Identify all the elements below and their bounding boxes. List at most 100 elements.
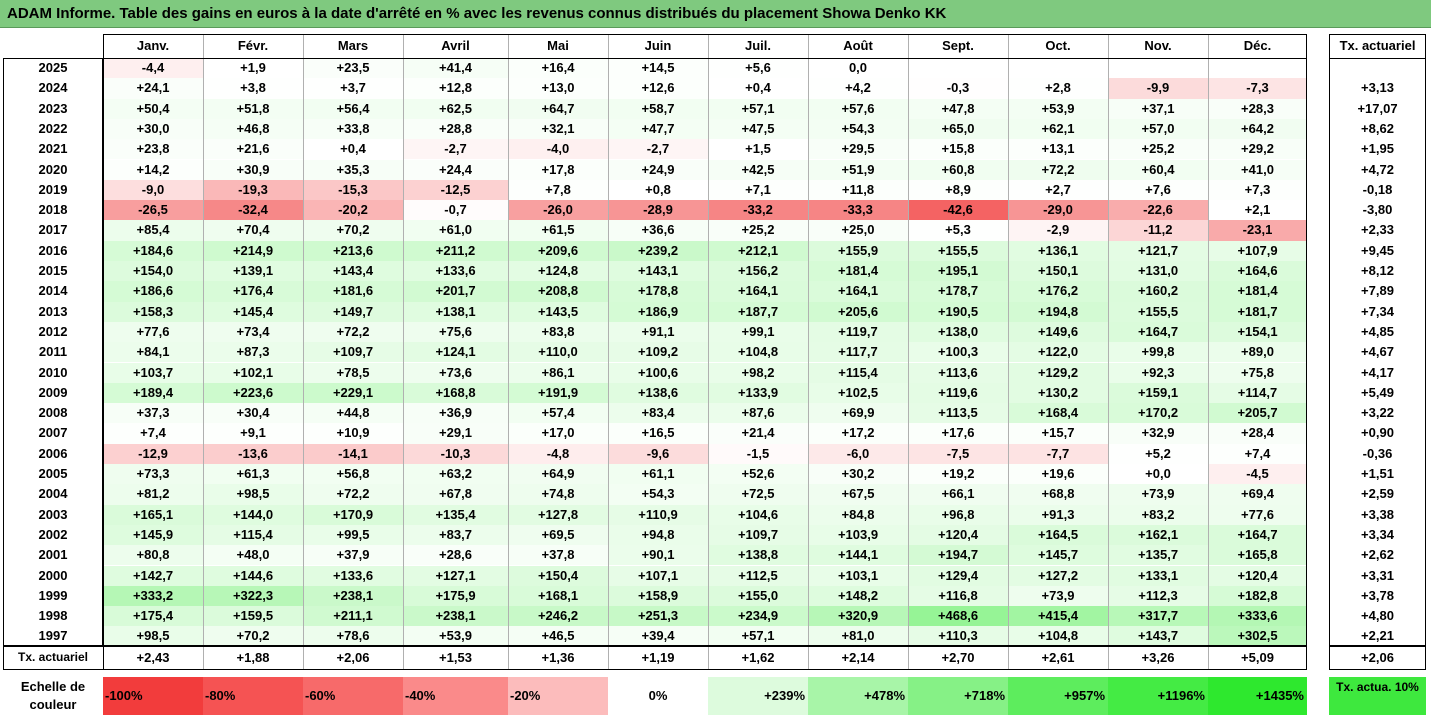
gain-cell: +143,5 [508,301,608,322]
gain-cell: +13,1 [1008,139,1108,160]
rate-cell: +5,49 [1361,384,1394,400]
gain-cell: +211,2 [403,240,508,261]
gain-cell: +85,4 [103,220,203,241]
gain-cell: +160,2 [1108,281,1208,302]
grid-line [608,645,609,670]
gain-cell: +7,4 [103,423,203,444]
grid-line [908,34,909,647]
gain-cell: +47,5 [708,118,808,140]
gain-cell: +176,4 [203,281,303,302]
footer-rate-cell: +1,36 [541,650,575,665]
gain-cell: +154,0 [103,261,203,282]
gain-cell: +114,7 [1208,382,1307,404]
gain-cell: -2,9 [1008,220,1108,241]
year-label: 1997 [38,628,68,644]
gain-cell: +21,4 [708,423,808,444]
gain-cell: +131,0 [1108,261,1208,282]
gain-cell: +133,6 [303,565,403,586]
gain-cell: +122,0 [1008,342,1108,363]
gain-cell: +67,5 [808,484,908,505]
rate-cell: +3,31 [1361,567,1394,583]
gain-cell: +87,6 [708,403,808,424]
gain-cell: +83,4 [608,403,708,424]
gain-cell: +16,5 [608,423,708,444]
gain-cell: +104,6 [708,504,808,525]
gain-cell: +156,2 [708,261,808,282]
gain-cell: +37,8 [508,545,608,566]
year-label: 2007 [38,425,68,441]
color-scale-swatch: +1435% [1208,677,1307,715]
gain-cell: +9,1 [203,423,303,444]
gain-cell: +143,4 [303,261,403,282]
gain-cell: -9,0 [103,179,203,201]
gain-cell: -42,6 [908,200,1008,221]
gain-cell: +127,1 [403,565,508,586]
rate-cell [1329,58,1426,78]
gain-cell: +212,1 [708,240,808,261]
gain-cell: -26,0 [508,200,608,221]
gain-cell: +124,8 [508,261,608,282]
gain-cell: -26,5 [103,200,203,221]
gain-cell: +158,9 [608,585,708,607]
gain-cell: +53,9 [403,626,508,647]
gain-cell: -7,3 [1208,78,1307,99]
rate-cell: +4,72 [1361,161,1394,177]
gain-cell: +30,2 [808,464,908,485]
year-label: 2012 [38,323,68,339]
gain-cell: +54,3 [608,484,708,505]
gain-cell: +175,9 [403,585,508,607]
month-header: Mai [547,38,569,53]
gain-cell: +165,1 [103,504,203,525]
gain-cell: +90,1 [608,545,708,566]
year-label: 2002 [38,526,68,542]
gain-cell: +57,1 [708,626,808,647]
gain-cell: +148,2 [808,585,908,607]
gain-cell: +186,6 [103,281,203,302]
gain-cell: +12,8 [403,78,508,99]
gain-cell: +52,6 [708,464,808,485]
gain-cell: +14,5 [608,58,708,79]
gain-cell: -4,8 [508,443,608,464]
color-scale-swatch: 0% [608,677,708,715]
gain-cell: +181,4 [1208,281,1307,302]
gain-cell: +121,7 [1108,240,1208,261]
gain-cell: +168,8 [403,382,508,404]
gain-cell: +107,9 [1208,240,1307,261]
gain-cell: +135,4 [403,504,508,525]
gain-cell: +37,3 [103,403,203,424]
gain-cell: +149,6 [1008,321,1108,343]
grid-line [908,645,909,670]
gain-cell: +64,2 [1208,118,1307,140]
footer-rate-cell: +1,53 [439,650,472,665]
grid-line [708,645,709,670]
rate-cell: +1,95 [1361,141,1394,157]
gain-cell: +139,1 [203,261,303,282]
rate-cell: +7,34 [1361,303,1394,319]
gain-cell: +184,6 [103,240,203,261]
gain-cell: +30,4 [203,403,303,424]
gain-cell: +14,2 [103,159,203,180]
gain-cell: +67,8 [403,484,508,505]
grid-line [403,645,404,670]
table-frame [1329,645,1426,670]
gain-cell: +181,7 [1208,301,1307,322]
gain-cell: +187,7 [708,301,808,322]
gain-cell: +104,8 [1008,626,1108,647]
gain-cell: +32,1 [508,118,608,140]
gain-cell: +60,4 [1108,159,1208,180]
gain-cell: +32,9 [1108,423,1208,444]
gain-cell: +10,9 [303,423,403,444]
gain-cell: +57,4 [508,403,608,424]
year-label: 2000 [38,567,68,583]
gain-cell: +1,9 [203,58,303,79]
footer-rate-cell: +1,62 [741,650,775,665]
gain-cell: -12,9 [103,443,203,464]
grid-line [508,34,509,647]
year-label: 2013 [38,303,68,319]
gain-cell: +158,3 [103,301,203,322]
gain-cell: -0,7 [403,200,508,221]
page-title: ADAM Informe. Table des gains en euros à… [0,0,1431,28]
gain-cell: +333,2 [103,585,203,607]
gain-cell: +60,8 [908,159,1008,180]
gain-cell: +56,4 [303,98,403,119]
